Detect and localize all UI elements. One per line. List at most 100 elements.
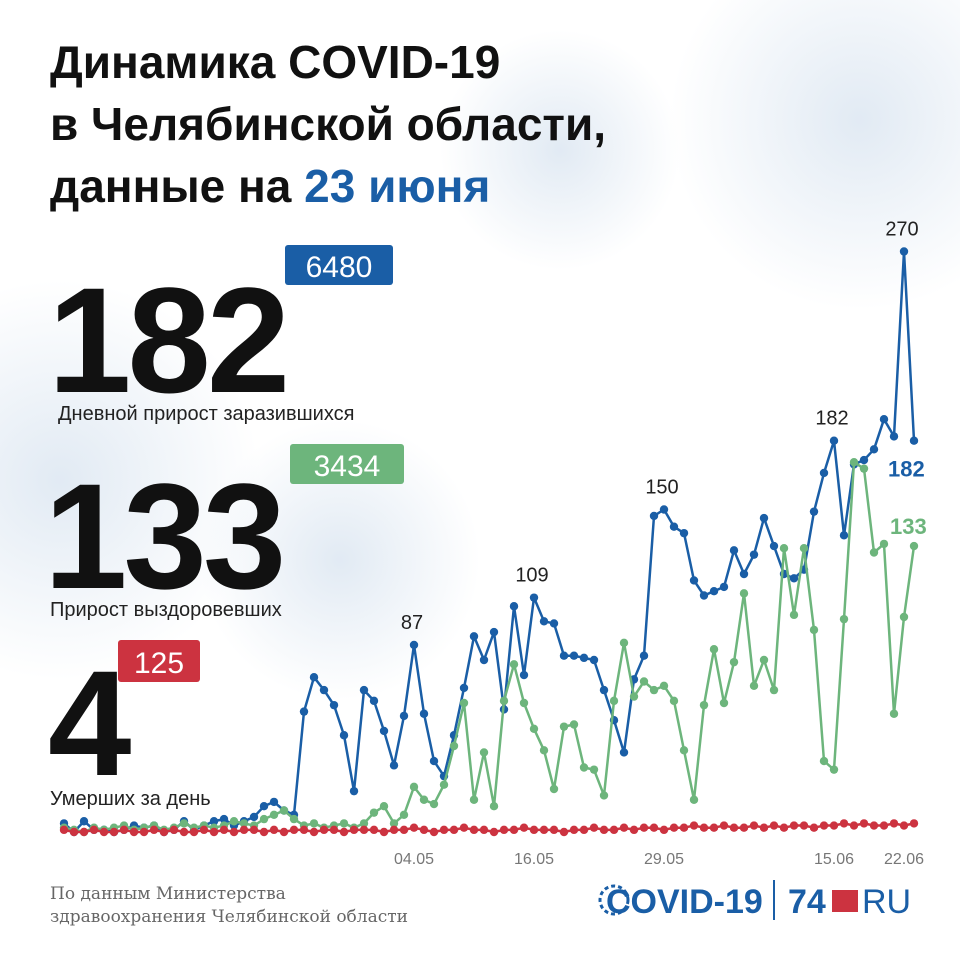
x-tick-label: 15.06 (814, 851, 854, 868)
point (479, 748, 489, 757)
x-tick-label: 16.05 (514, 851, 554, 868)
point (289, 825, 299, 835)
point (709, 587, 719, 596)
point (659, 825, 669, 835)
point (589, 823, 599, 832)
point (589, 655, 599, 665)
point (89, 825, 99, 835)
point (429, 799, 439, 809)
point (149, 825, 159, 835)
point (359, 685, 369, 695)
point (649, 823, 659, 832)
point (639, 823, 649, 832)
point (749, 550, 759, 559)
point (529, 724, 539, 733)
point (859, 464, 869, 473)
logo-text: COVID-19 (606, 883, 763, 921)
point (369, 825, 379, 835)
point (369, 696, 379, 706)
point (299, 707, 309, 716)
point (779, 823, 789, 832)
point (459, 698, 469, 708)
point (259, 802, 269, 811)
point (519, 823, 529, 832)
point (669, 522, 679, 531)
point (859, 819, 869, 828)
point (539, 825, 549, 835)
point (739, 589, 749, 598)
point (529, 593, 539, 602)
point (159, 827, 169, 837)
point (759, 655, 769, 665)
point (529, 825, 539, 835)
point (699, 591, 709, 600)
point (449, 825, 459, 835)
point (249, 825, 259, 835)
point (839, 614, 849, 624)
point (279, 806, 289, 815)
point (569, 720, 579, 729)
point (379, 802, 389, 811)
point (479, 825, 489, 835)
point (659, 505, 669, 514)
data-label: 270 (885, 219, 918, 241)
point (509, 660, 519, 669)
point (499, 825, 509, 835)
point (669, 823, 679, 832)
point (689, 821, 699, 830)
title-prefix: данные на (50, 160, 292, 212)
point (379, 827, 389, 837)
point (389, 825, 399, 835)
point (859, 455, 869, 465)
point (599, 825, 609, 835)
x-tick-label: 04.05 (394, 851, 434, 868)
point (579, 653, 589, 663)
data-label: 182 (888, 457, 925, 482)
point (349, 825, 359, 835)
point (709, 823, 719, 832)
badge (285, 245, 393, 285)
point (799, 544, 809, 553)
point (829, 821, 839, 830)
logo: COVID-19 74 RU (598, 880, 911, 921)
point (549, 825, 559, 835)
point (809, 625, 819, 635)
point (749, 821, 759, 830)
point (399, 825, 409, 835)
point (909, 436, 919, 445)
point (419, 795, 429, 804)
point (809, 823, 819, 832)
point (709, 645, 719, 654)
point (379, 726, 389, 736)
point (239, 819, 249, 828)
point (69, 827, 79, 837)
point (499, 696, 509, 706)
point (189, 827, 199, 837)
title-line: данные на 23 июня (50, 160, 490, 212)
point (609, 696, 619, 706)
point (429, 756, 439, 766)
point (229, 817, 239, 826)
point (689, 576, 699, 585)
big-number: 182 (48, 256, 286, 424)
point (259, 814, 269, 824)
point (739, 569, 749, 579)
point (839, 819, 849, 828)
point (319, 685, 329, 695)
point (559, 651, 569, 660)
point (469, 795, 479, 804)
point (119, 825, 129, 835)
point (789, 574, 799, 583)
badge (290, 444, 404, 484)
point (659, 681, 669, 690)
point (269, 797, 279, 807)
point (249, 812, 259, 822)
data-label: 109 (515, 565, 548, 587)
point (869, 821, 879, 830)
point (269, 825, 279, 835)
logo-num: 74 (788, 883, 826, 921)
point (349, 786, 359, 796)
point (509, 825, 519, 835)
background (0, 0, 960, 700)
point (339, 827, 349, 837)
